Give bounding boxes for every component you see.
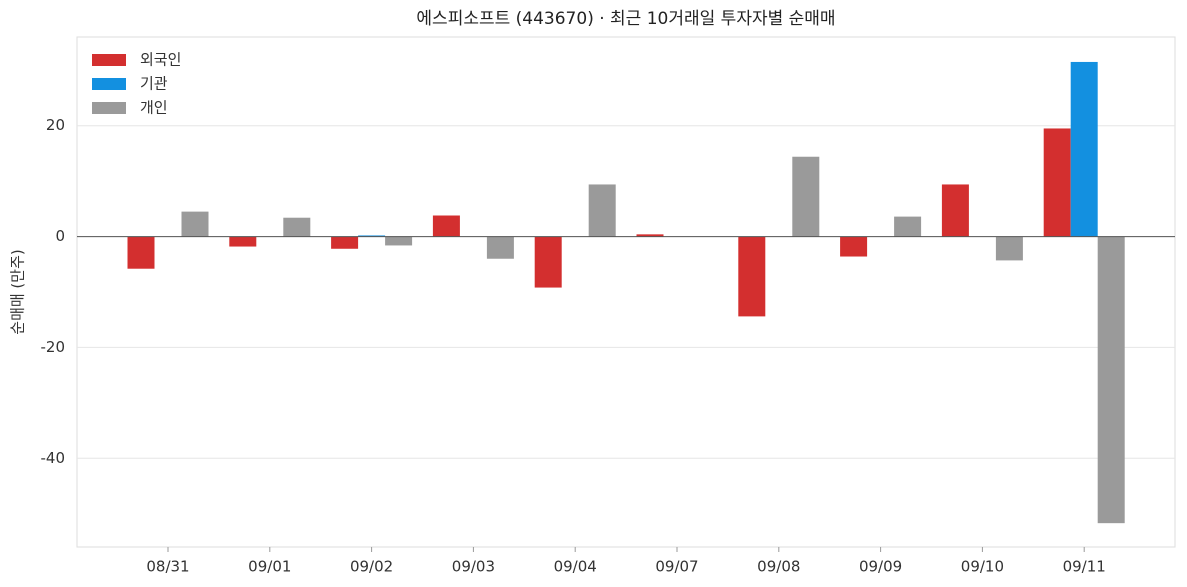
bar bbox=[229, 236, 257, 247]
x-tick-label: 09/04 bbox=[554, 558, 597, 576]
bar bbox=[995, 236, 1023, 261]
bar bbox=[181, 211, 209, 237]
x-tick-label: 09/07 bbox=[655, 558, 698, 576]
bar bbox=[486, 236, 514, 259]
x-tick-label: 09/10 bbox=[961, 558, 1004, 576]
x-tick-label: 09/09 bbox=[859, 558, 902, 576]
bar bbox=[1097, 236, 1125, 524]
bar bbox=[636, 234, 664, 237]
bar bbox=[331, 236, 359, 249]
bar bbox=[432, 215, 460, 237]
legend-swatch bbox=[92, 54, 126, 66]
legend-swatch bbox=[92, 78, 126, 90]
x-tick-label: 09/08 bbox=[757, 558, 800, 576]
bar bbox=[534, 236, 562, 288]
y-axis-label: 순매매 (만주) bbox=[9, 249, 27, 334]
bar bbox=[1070, 61, 1098, 237]
bar bbox=[385, 236, 413, 246]
bar bbox=[738, 236, 766, 317]
x-tick-label: 09/01 bbox=[248, 558, 291, 576]
bar bbox=[840, 236, 868, 257]
legend-label: 외국인 bbox=[140, 51, 181, 69]
legend-swatch bbox=[92, 102, 126, 114]
x-tick-label: 09/02 bbox=[350, 558, 393, 576]
x-tick-label: 09/11 bbox=[1063, 558, 1106, 576]
x-tick-label: 08/31 bbox=[146, 558, 189, 576]
y-tick-label: 20 bbox=[46, 116, 65, 134]
plot-frame bbox=[76, 36, 1176, 548]
legend-label: 기관 bbox=[140, 75, 168, 93]
bar bbox=[941, 184, 969, 237]
y-tick-label: -40 bbox=[41, 449, 66, 467]
bar bbox=[358, 235, 386, 237]
bar bbox=[894, 216, 922, 237]
bar bbox=[792, 156, 820, 237]
y-tick-label: -20 bbox=[41, 338, 66, 356]
bar bbox=[1043, 128, 1071, 237]
bar bbox=[283, 217, 311, 237]
chart-title: 에스피소프트 (443670) · 최근 10거래일 투자자별 순매매 bbox=[416, 9, 835, 29]
legend-label: 개인 bbox=[140, 99, 168, 117]
y-tick-label: 0 bbox=[55, 227, 65, 245]
bar bbox=[127, 236, 155, 269]
x-tick-label: 09/03 bbox=[452, 558, 495, 576]
bar bbox=[588, 184, 616, 237]
